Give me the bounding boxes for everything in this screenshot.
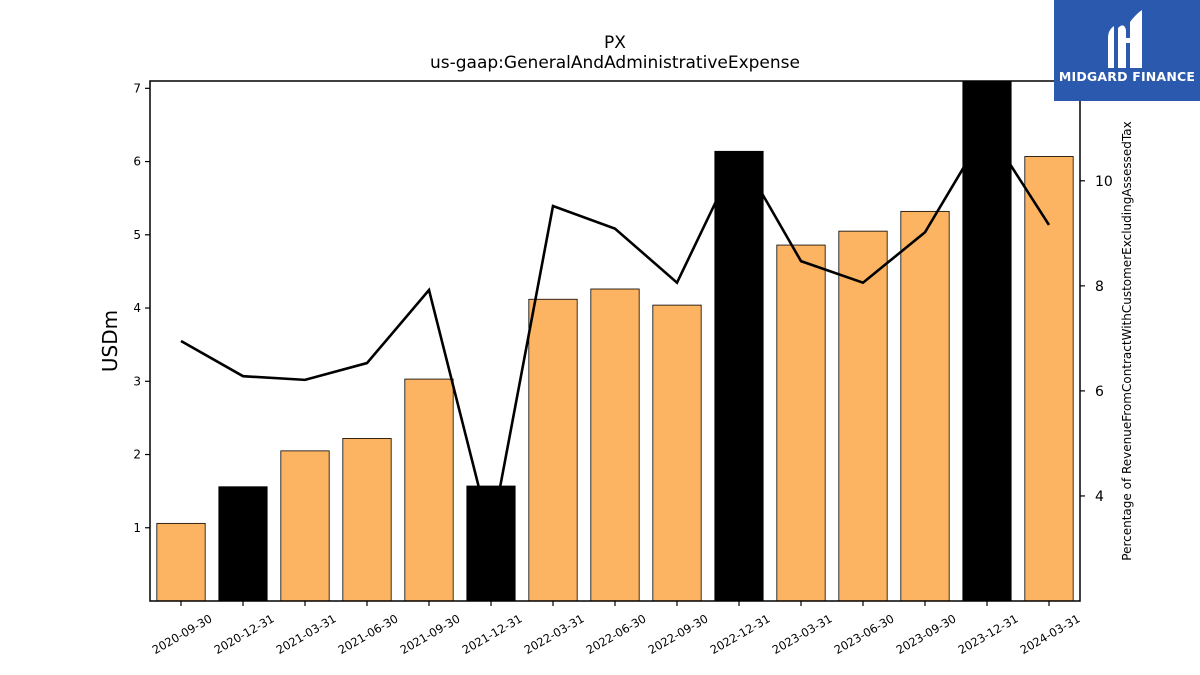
y2-tick-label: 4 — [1095, 489, 1104, 505]
bar-2023-06-30 — [838, 230, 888, 602]
y-tick-label: 2 — [133, 448, 141, 462]
y-axis-label: USDm — [98, 310, 122, 372]
y-tick-label: 5 — [133, 228, 141, 242]
bar-2024-03-31 — [1024, 156, 1074, 602]
bar-2023-12-31 — [962, 80, 1012, 602]
bar-2022-06-30 — [590, 288, 640, 602]
chart-subtitle: us-gaap:GeneralAndAdministrativeExpense — [430, 53, 800, 73]
y2-tick-label: 10 — [1095, 174, 1113, 190]
bar-2021-09-30 — [404, 378, 454, 602]
line-series — [180, 125, 1051, 536]
x-tick-label: 2020-09-30 — [150, 611, 215, 657]
y-tick-label: 1 — [133, 521, 141, 535]
x-tick-label: 2021-12-31 — [460, 611, 525, 657]
x-tick-label: 2022-06-30 — [584, 611, 649, 657]
bar-2022-12-31 — [714, 150, 764, 602]
x-tick-label: 2021-03-31 — [274, 611, 339, 657]
x-tick-label: 2020-12-31 — [212, 611, 277, 657]
x-tick-label: 2022-12-31 — [708, 611, 773, 657]
bar-2021-03-31 — [280, 450, 330, 602]
bar-2020-09-30 — [156, 522, 206, 602]
y2-axis-label: Percentage of RevenueFromContractWithCus… — [1120, 121, 1134, 560]
x-tick-label: 2022-09-30 — [646, 611, 711, 657]
brand-logo: MIDGARD FINANCE — [1054, 0, 1200, 101]
y2-tick-label: 8 — [1095, 279, 1104, 295]
x-tick-label: 2023-03-31 — [770, 611, 835, 657]
x-tick-label: 2022-03-31 — [522, 611, 587, 657]
bar-2023-09-30 — [900, 210, 950, 602]
y-tick-label: 6 — [133, 155, 141, 169]
bar-2022-03-31 — [528, 298, 578, 602]
bar-series — [156, 80, 1074, 602]
logo-text: MIDGARD FINANCE — [1058, 69, 1196, 84]
bar-2022-09-30 — [652, 304, 702, 602]
y-tick-label: 4 — [133, 301, 141, 315]
y-tick-label: 3 — [133, 374, 141, 388]
bar-2021-12-31 — [466, 485, 516, 602]
x-tick-label: 2023-06-30 — [832, 611, 897, 657]
x-tick-label: 2023-09-30 — [894, 611, 959, 657]
x-tick-label: 2024-03-31 — [1018, 611, 1083, 657]
x-tick-label: 2021-09-30 — [398, 611, 463, 657]
bar-2023-03-31 — [776, 244, 826, 602]
bar-2021-06-30 — [342, 438, 392, 602]
bar-2020-12-31 — [218, 486, 268, 602]
x-tick-label: 2023-12-31 — [956, 611, 1021, 657]
logo-mark-icon — [1108, 10, 1142, 68]
x-tick-label: 2021-06-30 — [336, 611, 401, 657]
y-tick-label: 7 — [133, 81, 141, 95]
chart-title: PX — [604, 33, 626, 53]
y2-tick-label: 6 — [1095, 384, 1104, 400]
